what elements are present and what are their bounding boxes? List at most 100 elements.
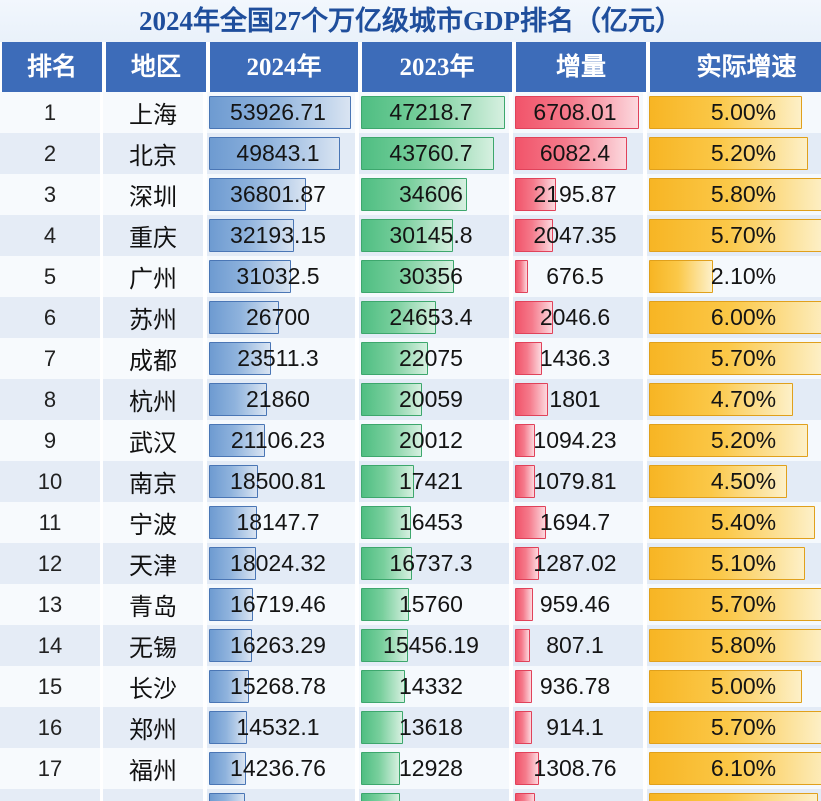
databar-gdp-2023 — [361, 424, 423, 457]
table-row[interactable]: 18 — [0, 789, 821, 801]
cell-gdp-2024-value: 16719.46 — [230, 591, 326, 617]
column-divider — [100, 420, 103, 461]
cell-growth-rate: 5.70% — [647, 215, 821, 256]
column-divider — [355, 379, 359, 420]
cell-growth-rate-value: 5.70% — [710, 714, 777, 740]
cell-gdp-2024: 21106.23 — [207, 420, 355, 461]
cell-gdp-2023: 15760 — [359, 584, 509, 625]
cell-gdp-2023-value: 17421 — [399, 468, 463, 494]
cell-gdp-2024: 32193.15 — [207, 215, 355, 256]
cell-gdp-2024: 16719.46 — [207, 584, 355, 625]
cell-gdp-2024: 14532.1 — [207, 707, 355, 748]
cell-increment-value: 959.46 — [539, 591, 611, 617]
table-row[interactable]: 1 上海 53926.71 47218.7 6708.01 5.00% — [0, 92, 821, 133]
column-header-delta[interactable]: 增量 — [516, 42, 646, 92]
databar-gdp-2023 — [361, 137, 495, 170]
cell-gdp-2023: 22075 — [359, 338, 509, 379]
table-row[interactable]: 14 无锡 16263.29 15456.19 807.1 5.80% — [0, 625, 821, 666]
table-row[interactable]: 4 重庆 32193.15 30145.8 2047.35 5.70% — [0, 215, 821, 256]
table-row[interactable]: 12 天津 18024.32 16737.3 1287.02 5.10% — [0, 543, 821, 584]
column-header-rank[interactable]: 排名 — [2, 42, 102, 92]
table-row[interactable]: 7 成都 23511.3 22075 1436.3 5.70% — [0, 338, 821, 379]
databar-gdp-2023 — [361, 588, 410, 621]
cell-increment: 914.1 — [513, 707, 643, 748]
databar-increment — [515, 342, 542, 375]
cell-city: 杭州 — [103, 379, 203, 420]
cell-increment-value: 1287.02 — [533, 550, 617, 576]
cell-growth-rate: 4.50% — [647, 461, 821, 502]
databar-increment — [515, 629, 530, 662]
table-row[interactable]: 15 长沙 15268.78 14332 936.78 5.00% — [0, 666, 821, 707]
table-row[interactable]: 17 福州 14236.76 12928 1308.76 6.10% — [0, 748, 821, 789]
cell-rank: 17 — [0, 748, 100, 789]
cell-increment-value: 1436.3 — [539, 345, 611, 371]
cell-growth-rate: 5.80% — [647, 625, 821, 666]
column-divider — [509, 420, 513, 461]
column-divider — [643, 420, 647, 461]
cell-gdp-2024-value: 23511.3 — [237, 345, 319, 371]
cell-rank: 11 — [0, 502, 100, 543]
column-divider — [100, 379, 103, 420]
cell-increment: 959.46 — [513, 584, 643, 625]
databar-growth-rate — [649, 260, 714, 293]
column-divider — [100, 789, 103, 801]
page-title-bar: 2024年全国27个万亿级城市GDP排名（亿元） — [0, 0, 821, 42]
column-header-city[interactable]: 地区 — [106, 42, 206, 92]
databar-gdp-2023 — [361, 506, 412, 539]
table-row[interactable]: 5 广州 31032.5 30356 676.5 2.10% — [0, 256, 821, 297]
table-row[interactable]: 2 北京 49843.1 43760.7 6082.4 5.20% — [0, 133, 821, 174]
cell-gdp-2023-value: 12928 — [399, 755, 463, 781]
cell-city: 苏州 — [103, 297, 203, 338]
column-divider — [643, 256, 647, 297]
table-row[interactable]: 11 宁波 18147.7 16453 1694.7 5.40% — [0, 502, 821, 543]
databar-increment — [515, 383, 549, 416]
table-row[interactable]: 8 杭州 21860 20059 1801 4.70% — [0, 379, 821, 420]
table-row[interactable]: 13 青岛 16719.46 15760 959.46 5.70% — [0, 584, 821, 625]
databar-gdp-2024 — [209, 465, 258, 498]
cell-gdp-2024-value: 26700 — [246, 304, 310, 330]
databar-gdp-2023 — [361, 178, 467, 211]
column-header-2023[interactable]: 2023年 — [362, 42, 512, 92]
cell-gdp-2023-value: 16737.3 — [389, 550, 473, 576]
table-row[interactable]: 16 郑州 14532.1 13618 914.1 5.70% — [0, 707, 821, 748]
table-body: 1 上海 53926.71 47218.7 6708.01 5.00% 2 北京 49843.1… — [0, 92, 821, 801]
cell-city: 北京 — [103, 133, 203, 174]
databar-increment — [515, 137, 628, 170]
cell-gdp-2024: 53926.71 — [207, 92, 355, 133]
cell-gdp-2024-value: 14236.76 — [230, 755, 326, 781]
column-divider — [203, 256, 207, 297]
column-divider — [203, 461, 207, 502]
cell-growth-rate: 6.10% — [647, 748, 821, 789]
table-row[interactable]: 10 南京 18500.81 17421 1079.81 4.50% — [0, 461, 821, 502]
column-divider — [100, 502, 103, 543]
databar-increment — [515, 465, 535, 498]
cell-rank: 5 — [0, 256, 100, 297]
cell-gdp-2024-value: 18500.81 — [230, 468, 326, 494]
databar-gdp-2024 — [209, 711, 248, 744]
cell-increment: 1694.7 — [513, 502, 643, 543]
column-divider — [203, 625, 207, 666]
databar-growth-rate — [649, 383, 794, 416]
cell-gdp-2023: 20059 — [359, 379, 509, 420]
column-divider — [355, 174, 359, 215]
table-row[interactable]: 3 深圳 36801.87 34606 2195.87 5.80% — [0, 174, 821, 215]
cell-gdp-2023-value: 47218.7 — [389, 99, 473, 125]
table-row[interactable]: 6 苏州 26700 24653.4 2046.6 6.00% — [0, 297, 821, 338]
column-divider — [355, 543, 359, 584]
column-divider — [355, 625, 359, 666]
databar-gdp-2023 — [361, 752, 401, 785]
column-divider — [203, 133, 207, 174]
cell-gdp-2024-value: 21106.23 — [230, 427, 326, 453]
column-header-2024[interactable]: 2024年 — [210, 42, 358, 92]
databar-gdp-2023 — [361, 711, 403, 744]
cell-increment-value: 676.5 — [546, 263, 604, 289]
cell-growth-rate: 5.20% — [647, 420, 821, 461]
table-row[interactable]: 9 武汉 21106.23 20012 1094.23 5.20% — [0, 420, 821, 461]
column-divider — [100, 256, 103, 297]
databar-growth-rate — [649, 547, 806, 580]
column-header-rate[interactable]: 实际增速 — [650, 42, 821, 92]
cell-growth-rate-value: 5.80% — [710, 632, 777, 658]
column-divider — [203, 92, 207, 133]
cell-gdp-2024-value: 18147.7 — [236, 509, 320, 535]
column-divider — [100, 666, 103, 707]
